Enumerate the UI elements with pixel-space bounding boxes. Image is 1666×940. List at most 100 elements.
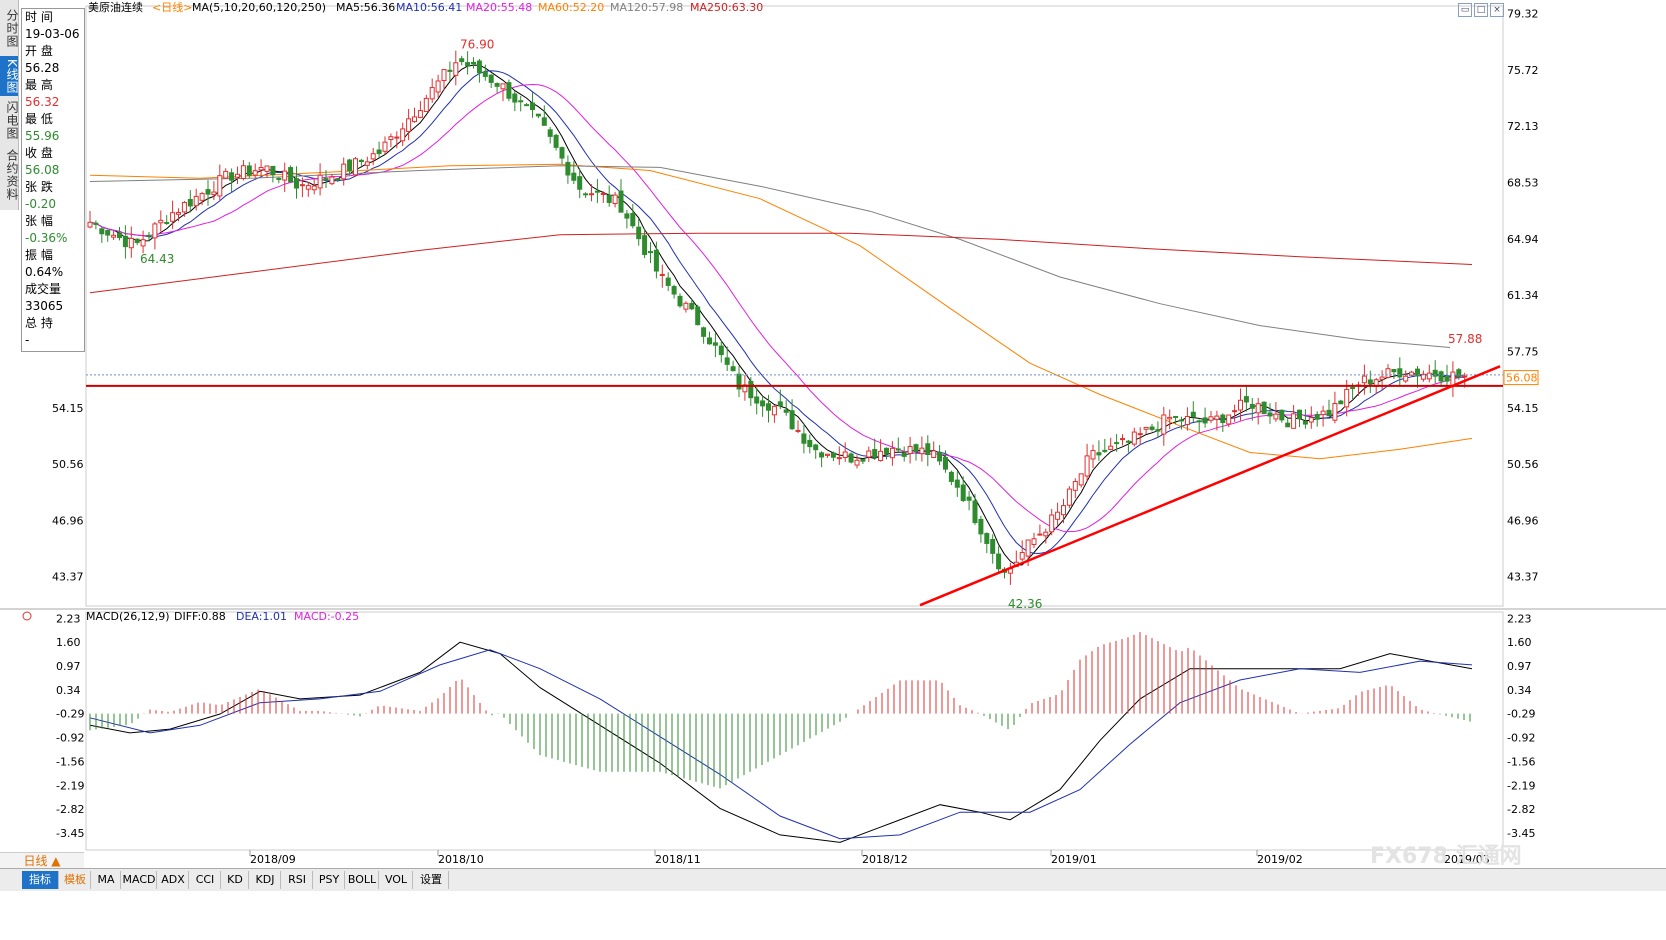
candle-body xyxy=(677,295,683,307)
candle-body xyxy=(423,97,429,113)
candle-body xyxy=(406,118,412,133)
candle-body xyxy=(1190,411,1196,418)
indicator-tab-10[interactable]: BOLL xyxy=(346,871,379,889)
candle-body xyxy=(1391,369,1397,373)
indicator-tab-9[interactable]: PSY xyxy=(314,871,345,889)
indicator-tab-8[interactable]: RSI xyxy=(282,871,313,889)
candle-body xyxy=(1415,368,1420,377)
macd-axis-label: 0.97 xyxy=(1507,660,1532,673)
header-ma60: MA60:52.20 xyxy=(538,1,604,14)
candle-body xyxy=(158,219,164,224)
candle-body xyxy=(795,429,801,432)
close-icon[interactable]: × xyxy=(1490,3,1504,17)
candle-body xyxy=(884,447,889,455)
candle-body xyxy=(530,102,535,111)
side-tab-0[interactable]: 分时图 xyxy=(5,8,19,48)
candle-body xyxy=(624,213,630,219)
price-axis-label-left: 43.37 xyxy=(52,571,84,584)
candle-body xyxy=(701,327,707,337)
price-axis-label: 75.72 xyxy=(1507,64,1539,77)
candle-body xyxy=(1450,371,1456,387)
candle-body xyxy=(559,147,565,159)
candle-body xyxy=(1444,376,1450,382)
candle-body xyxy=(364,161,370,166)
candle-body xyxy=(105,229,111,236)
candle-body xyxy=(1114,442,1120,445)
candle-body xyxy=(978,518,984,535)
candle-body xyxy=(488,74,494,83)
indicator-tab-1[interactable]: 模板 xyxy=(60,871,91,889)
candle-body xyxy=(370,153,376,160)
header-period: <日线> xyxy=(152,0,192,14)
candle-body xyxy=(535,113,541,117)
open-interest-value: - xyxy=(25,333,30,347)
indicator-tab-5[interactable]: CCI xyxy=(190,871,221,889)
pct-label: 张 幅 xyxy=(25,214,53,228)
candle-body xyxy=(919,447,925,455)
macd-settings-icon xyxy=(22,611,32,621)
candle-body xyxy=(1149,426,1155,430)
price-axis-label: 43.37 xyxy=(1507,571,1539,584)
high-annotation: 76.90 xyxy=(460,37,494,51)
amp-value: 0.64% xyxy=(25,265,64,279)
candle-body xyxy=(1131,431,1137,445)
candle-body xyxy=(1184,416,1190,425)
candle-body xyxy=(164,221,170,224)
candle-body xyxy=(252,170,258,176)
candle-body xyxy=(417,110,423,118)
ma120-line xyxy=(89,165,1451,348)
indicator-tab-3[interactable]: MACD xyxy=(122,871,157,889)
macd-axis-label: 2.23 xyxy=(1507,612,1532,625)
candle-body xyxy=(589,193,594,196)
price-pane-frame xyxy=(85,5,1504,607)
candle-body xyxy=(1462,375,1468,378)
candle-body xyxy=(1249,403,1255,409)
candle-body xyxy=(819,452,825,458)
indicator-tab-4[interactable]: ADX xyxy=(158,871,189,889)
indicator-tab-6[interactable]: KD xyxy=(222,871,249,889)
candle-body xyxy=(1385,368,1391,378)
macd-axis-label: -2.19 xyxy=(1507,779,1535,792)
indicator-tab-11[interactable]: VOL xyxy=(380,871,413,889)
macd-diff: DIFF:0.88 xyxy=(174,610,226,623)
ma60-line xyxy=(89,163,1473,460)
candle-body xyxy=(541,117,547,126)
price-axis-label: 50.56 xyxy=(1507,458,1539,471)
candle-body xyxy=(943,457,948,470)
restore-icon[interactable]: ▭ xyxy=(1458,3,1472,17)
indicator-tab-0[interactable]: 指标 xyxy=(22,871,59,889)
indicator-tab-2[interactable]: MA xyxy=(92,871,121,889)
candle-body xyxy=(830,452,836,458)
indicator-tab-7[interactable]: KDJ xyxy=(250,871,281,889)
candle-body xyxy=(471,61,476,65)
candle-body xyxy=(193,195,199,207)
price-axis-label-left: 54.15 xyxy=(52,402,84,415)
indicator-tab-12[interactable]: 设置 xyxy=(414,871,449,889)
candle-body xyxy=(724,357,730,365)
candle-body xyxy=(972,500,978,524)
high-label: 最 高 xyxy=(25,78,53,92)
candle-body xyxy=(1332,402,1338,421)
month-label: 2018/12 xyxy=(862,853,908,866)
side-tab-2[interactable]: 闪电图 xyxy=(5,100,19,140)
candle-body xyxy=(453,62,459,76)
candle-body xyxy=(500,83,506,90)
macd-axis-label-left: 2.23 xyxy=(56,612,81,625)
candle-body xyxy=(1214,415,1220,420)
candle-body xyxy=(718,345,724,356)
candle-body xyxy=(388,136,394,141)
candle-body xyxy=(1155,429,1161,432)
period-button[interactable]: 日线 ▲ xyxy=(0,852,84,869)
side-tab-3[interactable]: 合约资料 xyxy=(5,149,19,201)
maximize-icon[interactable]: □ xyxy=(1474,3,1488,17)
candle-body xyxy=(1314,413,1320,420)
kline-chart[interactable]: 79.32 75.72 72.13 68.53 64.94 61.34 57.75 54.15… xyxy=(0,0,1666,868)
candle-body xyxy=(382,141,388,152)
candle-body xyxy=(648,251,653,254)
candle-body xyxy=(412,116,417,123)
side-tab-1[interactable]: K线图 xyxy=(0,56,19,96)
candle-body xyxy=(282,170,288,181)
header-ma10: MA10:56.41 xyxy=(396,1,462,14)
candle-body xyxy=(1267,412,1273,417)
candle-body xyxy=(854,459,860,466)
